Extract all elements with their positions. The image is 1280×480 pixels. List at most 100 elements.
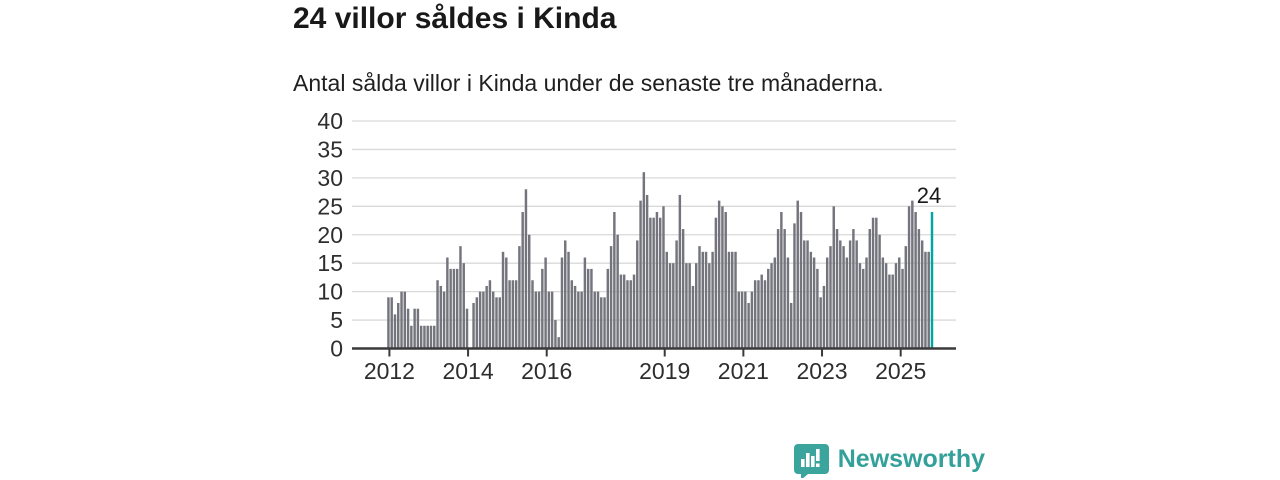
bar <box>636 240 639 349</box>
bar <box>740 291 744 349</box>
bar <box>803 240 806 349</box>
bar <box>547 291 551 349</box>
bar <box>780 212 783 349</box>
bar <box>455 268 459 349</box>
bar <box>898 257 901 349</box>
x-axis-tick-label: 2012 <box>364 358 415 384</box>
bar <box>570 280 574 349</box>
bar <box>619 274 623 349</box>
bar <box>397 303 400 349</box>
y-axis-tick-label: 30 <box>317 165 343 191</box>
bar <box>770 263 773 349</box>
bar <box>596 291 600 349</box>
bar <box>600 297 603 349</box>
bar <box>835 229 839 349</box>
bar <box>629 280 632 349</box>
bar <box>852 229 855 349</box>
bar <box>907 206 911 349</box>
bar <box>488 280 492 349</box>
bar <box>793 223 796 349</box>
bar <box>757 280 760 349</box>
bar <box>603 297 606 349</box>
bar <box>799 212 803 349</box>
bar <box>668 263 672 349</box>
bar <box>577 291 580 349</box>
bar <box>763 280 767 349</box>
bar <box>917 229 921 349</box>
bar <box>606 268 610 349</box>
bar <box>531 280 534 349</box>
y-axis-tick-label: 10 <box>317 279 343 305</box>
bar <box>541 268 544 349</box>
x-axis-tick-label: 2023 <box>796 358 847 384</box>
bar <box>436 280 439 349</box>
bar <box>446 257 449 349</box>
bar <box>868 229 871 349</box>
bar <box>881 257 885 349</box>
bar <box>580 291 583 349</box>
bar <box>554 320 557 349</box>
bar <box>459 246 462 349</box>
bar <box>901 268 904 349</box>
bar <box>586 268 590 349</box>
bar <box>429 325 433 349</box>
bar <box>708 263 711 349</box>
y-axis-tick-label: 20 <box>317 222 343 248</box>
bar <box>475 297 479 349</box>
bar <box>816 268 819 349</box>
bar <box>845 257 849 349</box>
bar <box>832 206 835 349</box>
bar <box>678 194 682 349</box>
bar <box>806 240 809 349</box>
bar <box>472 303 475 349</box>
bar <box>465 308 469 349</box>
bar <box>639 200 642 349</box>
newsworthy-logo[interactable]: Newsworthy <box>793 441 985 478</box>
bar <box>927 251 930 349</box>
bar <box>862 268 865 349</box>
bar <box>655 212 659 349</box>
bar <box>865 257 868 349</box>
bar <box>767 268 770 349</box>
bar <box>501 251 505 349</box>
bar <box>387 297 390 349</box>
x-axis-tick-label: 2021 <box>718 358 769 384</box>
bar <box>819 297 822 349</box>
bar <box>747 303 750 349</box>
bar <box>495 297 498 349</box>
bar <box>685 263 688 349</box>
bar <box>914 212 917 349</box>
bar <box>564 240 567 349</box>
bar <box>750 291 754 349</box>
bar <box>593 291 596 349</box>
bar <box>734 251 737 349</box>
bar <box>528 234 531 349</box>
bar <box>829 246 832 349</box>
bar <box>875 217 878 349</box>
bar <box>884 263 888 349</box>
bar <box>393 314 397 349</box>
bar <box>642 172 646 349</box>
bar <box>426 325 429 349</box>
bar <box>812 257 816 349</box>
y-axis-tick-label: 25 <box>317 193 343 219</box>
brand-name: Newsworthy <box>837 445 985 473</box>
bar <box>478 291 482 349</box>
bar <box>410 325 413 349</box>
bar <box>891 274 894 349</box>
bar <box>681 229 685 349</box>
chart-subtitle: Antal sålda villor i Kinda under de sena… <box>293 70 884 96</box>
highlighted-bar <box>930 212 934 349</box>
bar <box>760 274 763 349</box>
bar <box>698 246 701 349</box>
bar <box>609 246 613 349</box>
bar <box>786 257 790 349</box>
bar <box>613 212 616 349</box>
bar <box>400 291 403 349</box>
bar <box>783 229 786 349</box>
bar <box>626 280 629 349</box>
bar <box>714 217 718 349</box>
bar <box>773 257 777 349</box>
bar <box>544 257 547 349</box>
